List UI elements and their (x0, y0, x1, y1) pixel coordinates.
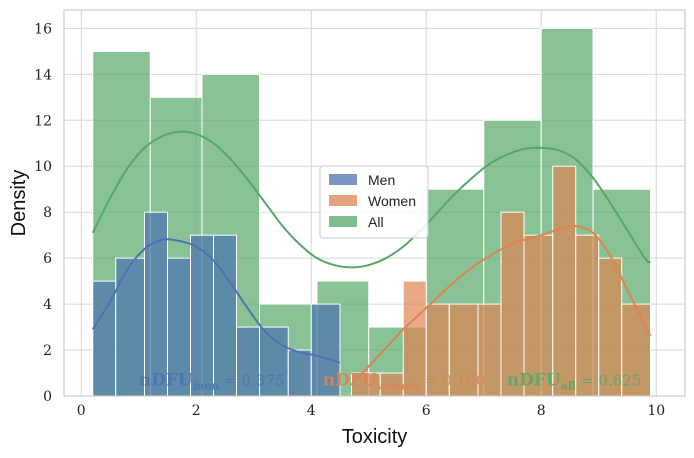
annotation-women-value: = 0.100 (420, 372, 485, 390)
y-tick-label-0: 0 (43, 389, 52, 405)
annotation-all-sub: all (561, 380, 577, 393)
bar-women-6 (500, 211, 525, 397)
kde-line-all (91, 130, 652, 269)
y-tick-label-8: 16 (34, 21, 52, 37)
legend-swatch-women (329, 195, 357, 206)
y-tick-label-2: 4 (43, 297, 52, 313)
x-tick-label-2: 4 (307, 403, 316, 419)
x-tick-label-5: 10 (647, 403, 665, 419)
bar-women-11 (621, 303, 651, 397)
kde-lines (91, 130, 652, 386)
bars (92, 27, 651, 397)
annotation-all-main: nDFU (507, 371, 561, 391)
bar-women-8 (552, 165, 577, 397)
tick-labels: 0 2 4 6 8 10 0 2 4 6 8 10 12 14 16 (34, 21, 665, 419)
kde-line-women (350, 224, 652, 386)
legend-label-men: Men (368, 172, 395, 188)
plot-border (63, 9, 686, 397)
y-tick-label-7: 14 (34, 67, 52, 83)
annotations: nDFUmen = 0.375 nDFUwomen = 0.100 nDFUall … (139, 371, 642, 393)
annotation-all: nDFUall = 0.625 (507, 371, 642, 393)
x-tick-label-4: 8 (537, 403, 546, 419)
bar-men-8 (287, 349, 312, 397)
x-axis-label: Toxicity (342, 426, 408, 448)
bar-men-4 (190, 234, 214, 397)
legend-label-all: All (368, 214, 384, 230)
y-tick-label-4: 8 (43, 205, 52, 221)
annotation-men: nDFUmen = 0.375 (139, 371, 285, 393)
legend: Men Women All (319, 165, 429, 239)
y-tick-label-5: 10 (34, 159, 52, 175)
annotation-all-value: = 0.625 (576, 372, 641, 390)
annotation-men-main: nDFU (139, 371, 193, 391)
legend-swatch-men (329, 174, 357, 185)
annotation-men-value: = 0.375 (219, 372, 284, 390)
y-tick-label-1: 2 (43, 343, 52, 359)
y-tick-label-6: 12 (34, 113, 52, 129)
annotation-women: nDFUwomen = 0.100 (323, 371, 486, 393)
x-tick-label-3: 6 (422, 403, 431, 419)
x-tick-label-1: 2 (192, 403, 201, 419)
legend-label-women: Women (368, 193, 416, 209)
annotation-women-main: nDFU (323, 371, 377, 391)
annotation-women-sub: women (376, 380, 420, 393)
kde-line-men (91, 238, 341, 364)
y-axis-label: Density (8, 170, 30, 237)
legend-swatch-all (329, 216, 357, 227)
annotation-men-sub: men (193, 380, 220, 393)
bar-men-9 (310, 303, 341, 397)
x-tick-label-0: 0 (77, 403, 86, 419)
y-tick-label-3: 6 (43, 251, 52, 267)
